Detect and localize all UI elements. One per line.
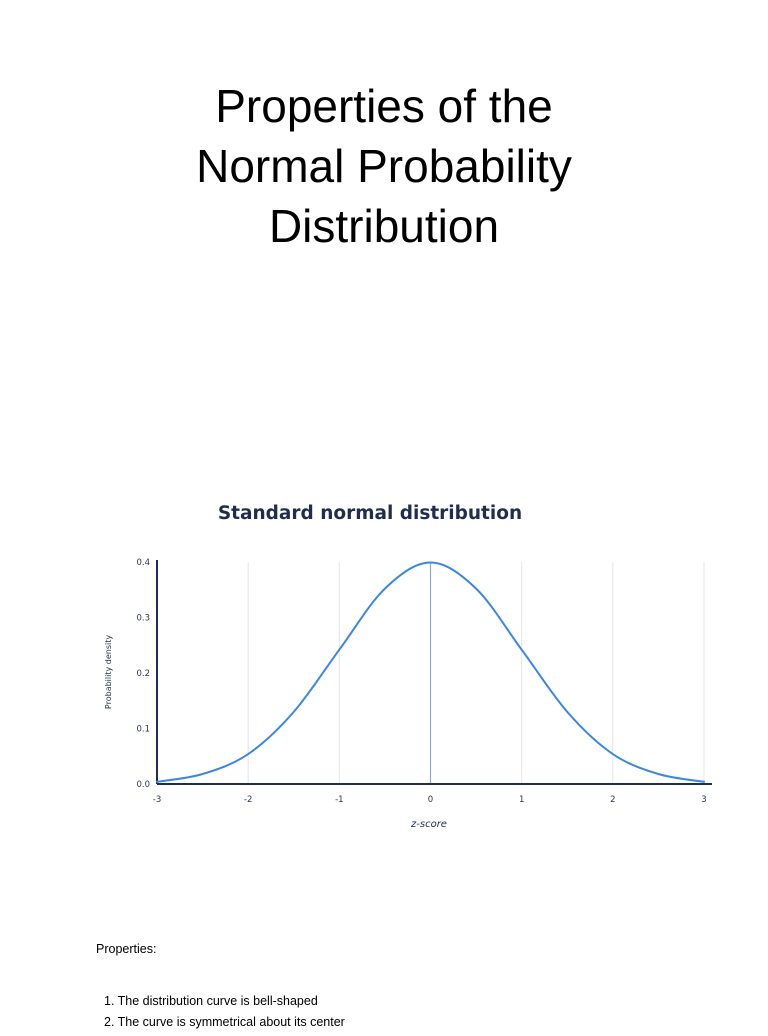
title-line-2: Normal Probability [0, 136, 768, 196]
title-line-3: Distribution [0, 196, 768, 256]
x-tick-label-2: -1 [335, 795, 343, 805]
y-tick-label-1: 0.1 [136, 725, 150, 735]
y-tick-label-2: 0.2 [136, 669, 150, 679]
x-tick-label-6: 3 [701, 795, 706, 805]
y-tick-label-3: 0.3 [136, 614, 150, 624]
chart-axes [157, 560, 712, 784]
x-tick-label-4: 1 [519, 795, 524, 805]
chart-title: Standard normal distribution [218, 503, 522, 524]
y-axis-label: Probability density [104, 635, 113, 709]
y-tick-label-0: 0.0 [136, 780, 150, 790]
x-axis-label: z-score [410, 819, 447, 830]
title-line-1: Properties of the [0, 76, 768, 136]
normal-distribution-figure: Standard normal distribution -3 -2 -1 0 1 2 3 0… [60, 490, 740, 850]
properties-list: 1. The distribution curve is bell-shaped… [104, 994, 345, 1036]
x-tick-label-5: 2 [610, 795, 615, 805]
y-tick-label-4: 0.4 [136, 558, 150, 568]
property-item-1: 1. The distribution curve is bell-shaped [104, 994, 345, 1015]
chart-grid [157, 562, 704, 784]
document-title: Properties of the Normal Probability Dis… [0, 76, 768, 256]
property-item-2: 2. The curve is symmetrical about its ce… [104, 1015, 345, 1036]
x-tick-label-0: -3 [153, 795, 161, 805]
x-tick-label-3: 0 [428, 795, 433, 805]
properties-heading: Properties: [96, 942, 156, 956]
normal-distribution-chart: Standard normal distribution -3 -2 -1 0 1 2 3 0… [60, 490, 740, 850]
x-tick-label-1: -2 [244, 795, 252, 805]
